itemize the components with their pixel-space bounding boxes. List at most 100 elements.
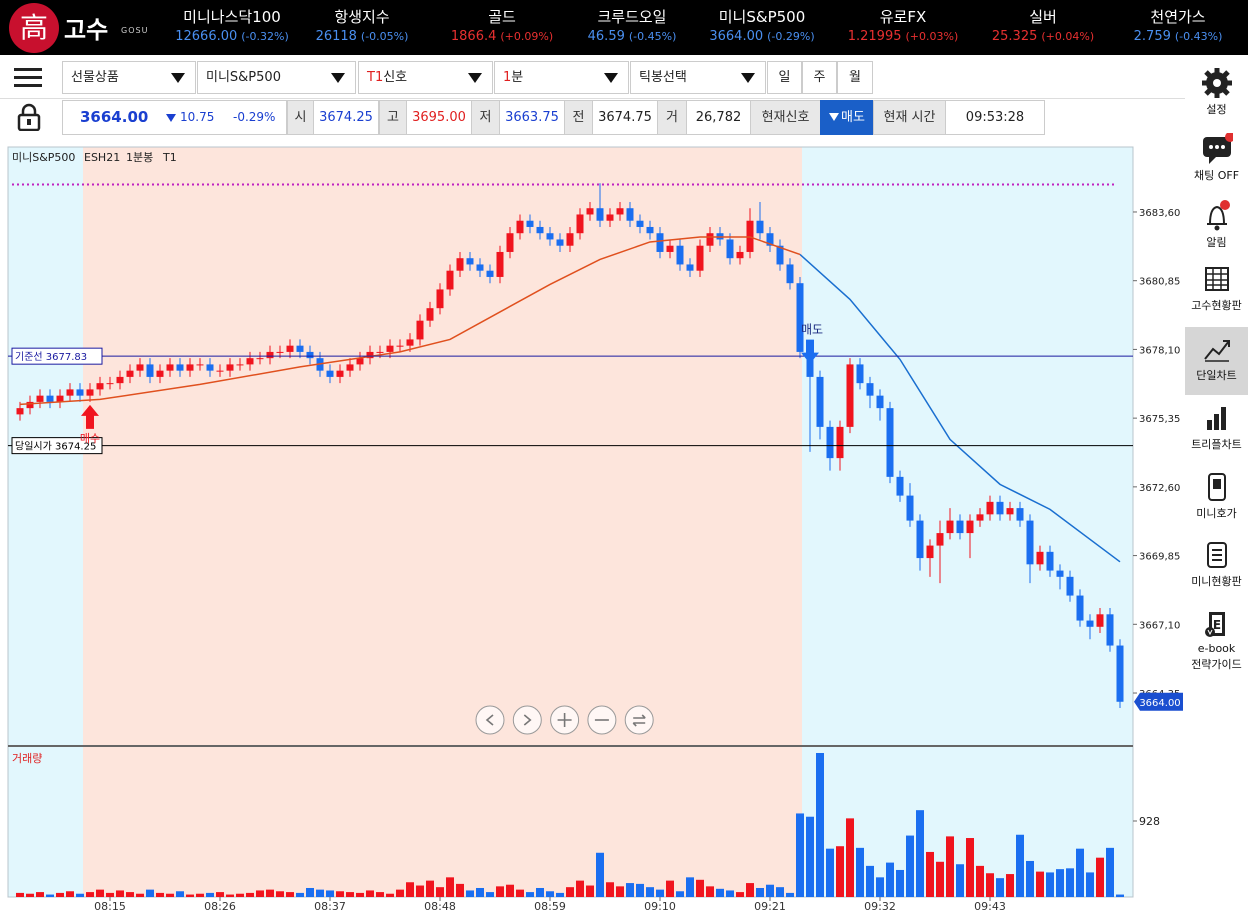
volume-bar — [736, 892, 744, 897]
sidebar-item[interactable]: 알림 — [1185, 194, 1248, 262]
sidebar-item[interactable]: 설정 — [1185, 61, 1248, 129]
logo-text: 고수 — [64, 16, 109, 44]
sidebar-label: 채팅 OFF — [1193, 169, 1240, 182]
volume-bar — [26, 893, 34, 897]
quote-box: 3664.00 10.75 -0.29% — [62, 100, 287, 135]
candle-body — [386, 345, 394, 352]
volume-bar — [866, 865, 874, 897]
signal-label: 매수 — [80, 432, 100, 445]
sidebar-icon — [1207, 200, 1230, 231]
volume-bar — [1056, 869, 1064, 897]
ticker-name: 천연가스 — [1150, 8, 1206, 26]
ticker-name: 유로FX — [879, 8, 927, 26]
x-tick-label: 09:32 — [864, 900, 896, 913]
sidebar-item[interactable]: 채팅 OFF — [1185, 127, 1248, 195]
x-tick-label: 08:37 — [314, 900, 346, 913]
x-tick-label: 08:26 — [204, 900, 236, 913]
volume-bar — [766, 884, 774, 897]
candle-body — [26, 401, 34, 409]
ticker-price: 1.21995 — [847, 29, 902, 44]
volume-bar — [336, 891, 344, 897]
volume-bar — [536, 887, 544, 897]
nav-button[interactable] — [587, 705, 617, 735]
volume-bar — [686, 877, 694, 897]
ticker-change: (-0.43%) — [1174, 30, 1223, 43]
candle-body — [476, 264, 484, 271]
candle-body — [156, 370, 164, 377]
volume-bar — [76, 893, 84, 897]
ticker-change: (+0.09%) — [500, 30, 554, 43]
nav-button[interactable] — [512, 705, 542, 735]
sidebar-item[interactable]: 고수현황판 — [1185, 257, 1248, 325]
volume-bar — [716, 888, 724, 897]
sidebar-item[interactable]: 단일차트 — [1185, 327, 1248, 395]
volume-bar — [596, 852, 604, 897]
lock-button[interactable] — [17, 103, 41, 131]
volume-bar — [36, 892, 44, 897]
volume-bar — [396, 889, 404, 897]
sidebar-icon — [1207, 407, 1226, 430]
volume-bar — [246, 892, 254, 897]
candle-body — [676, 245, 684, 265]
volume-bar — [176, 891, 184, 897]
nav-glyph — [557, 713, 572, 727]
signal-region — [8, 147, 83, 897]
period-button[interactable]: 주 — [802, 61, 837, 94]
sidebar-item[interactable]: 트리플차트 — [1185, 396, 1248, 464]
candle-body — [1076, 595, 1084, 621]
volume-bar — [756, 887, 764, 897]
nav-button[interactable] — [475, 705, 505, 735]
candle-body — [1036, 551, 1044, 565]
volume-bar — [16, 892, 24, 897]
nav-button[interactable] — [550, 705, 580, 735]
period-button[interactable]: 일 — [767, 61, 802, 94]
candle-body — [366, 351, 374, 359]
candle-body — [276, 351, 284, 353]
signal-select[interactable]: T1신호 — [358, 61, 493, 94]
ticker-name: 크루드오일 — [597, 8, 667, 26]
prev-label: 전 — [564, 100, 593, 135]
logo-glyph: 高 — [20, 11, 48, 44]
candle-body — [246, 358, 254, 365]
sidebar-icon — [1207, 542, 1227, 568]
ticker-quote: 1.21995 (+0.03%) — [818, 29, 988, 44]
candle-body — [446, 270, 454, 290]
candle-body — [36, 395, 44, 402]
sidebar-item[interactable]: 미니현황판 — [1185, 533, 1248, 601]
tick-select[interactable]: 틱봉선택 — [630, 61, 766, 94]
signal-label: 매도 — [801, 323, 823, 337]
volume-bar — [656, 889, 664, 897]
volume-bar — [366, 890, 374, 897]
candle-body — [76, 389, 84, 396]
volume-bar — [346, 892, 354, 897]
y-tick-label: 3667,10 — [1139, 620, 1180, 631]
ticker-name: 미니나스닥100 — [183, 8, 281, 26]
period-button[interactable]: 월 — [837, 61, 873, 94]
candle-body — [286, 345, 294, 352]
candle-body — [886, 408, 894, 477]
menu-button[interactable] — [14, 66, 42, 90]
volume-bar — [826, 848, 834, 897]
volume-bar — [326, 890, 334, 897]
volume-bar — [506, 884, 514, 897]
signal-text: 매도 — [841, 110, 865, 125]
product: 선물상품 — [71, 70, 119, 85]
sidebar-item[interactable]: 미니호가 — [1185, 465, 1248, 533]
ticker-change: (+0.03%) — [905, 30, 959, 43]
volume-bar — [666, 880, 674, 897]
low-value: 3663.75 — [499, 100, 565, 135]
ticker-price: 25.325 — [991, 29, 1038, 44]
candle-body — [296, 345, 304, 352]
sidebar-icon — [1208, 473, 1226, 501]
volume-bar — [286, 892, 294, 897]
candle-body — [756, 220, 764, 234]
volume-bar — [166, 893, 174, 897]
nav-button[interactable] — [624, 705, 654, 735]
symbol-select[interactable]: 미니S&P500 — [197, 61, 356, 94]
interval-select[interactable]: 1분 — [494, 61, 629, 94]
product-select[interactable]: 선물상품 — [62, 61, 196, 94]
reference-label-box — [11, 437, 103, 455]
sidebar-label: e-book — [1197, 642, 1236, 655]
volume-bar — [1086, 872, 1094, 897]
